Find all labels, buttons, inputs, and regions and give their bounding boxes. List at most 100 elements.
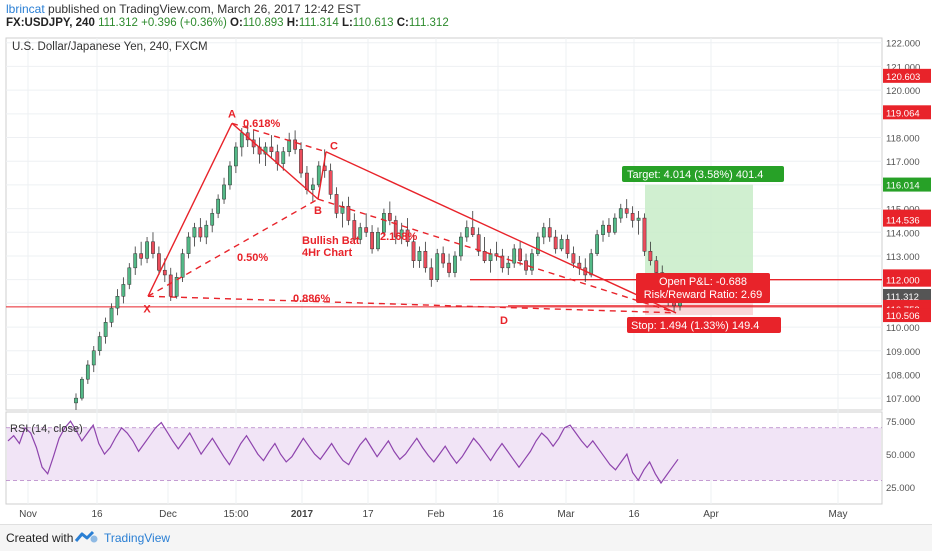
rsi-panel	[6, 420, 882, 485]
price-tag	[883, 68, 931, 83]
candle-body	[506, 262, 511, 269]
price-tag-label: 114.536	[886, 216, 920, 227]
rsi-tick-label: 25.000	[886, 483, 915, 494]
ratio-ac-label: 0.618%	[243, 118, 281, 130]
author-link[interactable]: lbrincat	[6, 2, 45, 16]
candle-body	[216, 198, 220, 214]
ac-ratio-line	[231, 122, 327, 153]
candle-body	[334, 194, 339, 214]
candle-body	[228, 165, 232, 186]
candle-body	[488, 253, 493, 261]
stop-box	[627, 317, 781, 333]
tradingview-link[interactable]: TradingView	[104, 531, 171, 545]
candle-body	[376, 232, 380, 250]
published-text: published on TradingView.com, March 26, …	[48, 2, 361, 16]
price-tag	[883, 177, 931, 192]
point-a-label: A	[228, 108, 236, 120]
rsi-title: RSI (14, close)	[10, 423, 83, 435]
candle-body	[115, 296, 120, 309]
candle-body	[541, 227, 546, 238]
price-tag	[883, 212, 931, 227]
candle-body	[512, 248, 517, 264]
candle-body	[382, 213, 386, 233]
candle-body	[293, 139, 297, 150]
price-tick-label: 108.000	[886, 370, 920, 381]
candle-body	[234, 146, 238, 167]
candle-body	[482, 250, 487, 261]
stop-label: Stop: 1.494 (1.33%) 149.4	[631, 320, 759, 332]
axes: 122.000121.000120.000119.000118.000117.0…	[19, 39, 931, 520]
price-tag-label: 120.603	[886, 72, 920, 83]
close-label: C:	[396, 17, 409, 29]
candle-body	[145, 241, 149, 259]
candle-body	[269, 146, 274, 152]
risk-reward-label: Risk/Reward Ratio: 2.69	[644, 289, 763, 301]
footer: Created with TradingView	[0, 524, 932, 551]
bd-ratio-line	[317, 198, 677, 314]
candle-body	[648, 250, 653, 261]
time-tick-label: 15:00	[223, 509, 248, 520]
chart-area[interactable]: X A B C D 0.618% 0.50% 2.168% 0.886% Bullish Bat4…	[0, 34, 932, 524]
high-value: 111.314	[298, 17, 339, 29]
candle-body	[435, 253, 440, 280]
chart-title: U.S. Dollar/Japanese Yen, 240, FXCM	[12, 41, 208, 53]
candle-body	[204, 224, 209, 238]
candle-body	[547, 227, 552, 238]
candle-body	[346, 205, 351, 221]
ab-leg	[231, 122, 319, 200]
candle-body	[429, 267, 434, 280]
candle-body	[186, 236, 191, 254]
candle-body	[636, 217, 641, 221]
candle-body	[162, 269, 167, 276]
candle-body	[524, 260, 528, 271]
price-tick-label: 122.000	[886, 39, 920, 50]
time-tick-label: Feb	[427, 509, 445, 520]
pattern-subtitle-label: 4Hr Chart	[302, 247, 352, 259]
close-value: 111.312	[408, 17, 449, 29]
xd-ratio-line	[147, 295, 677, 314]
publish-line: lbrincat published on TradingView.com, M…	[6, 2, 361, 16]
candle-body	[453, 255, 457, 273]
price-tick-label: 114.000	[886, 228, 920, 239]
candle-body	[328, 170, 333, 195]
price-tick-label: 121.000	[886, 62, 920, 73]
point-x-label: X	[143, 303, 151, 315]
time-tick-label: May	[829, 509, 848, 520]
rsi-tick-label: 50.000	[886, 450, 915, 461]
candle-body	[109, 307, 114, 323]
time-tick-label: Mar	[557, 509, 575, 520]
candle-body	[553, 236, 558, 250]
candle-body	[417, 250, 422, 261]
time-tick-label: 16	[492, 509, 504, 520]
high-label: H:	[286, 17, 299, 29]
candle-body	[121, 284, 126, 297]
pattern-name-label: Bullish Bat	[302, 235, 360, 247]
target-box	[622, 166, 784, 182]
rsi-line	[7, 420, 679, 485]
candle-body	[287, 139, 292, 152]
price-tag-label: 119.064	[886, 108, 920, 119]
candle-body	[85, 364, 90, 380]
candle-body	[192, 227, 197, 238]
harmonic-pattern: X A B C D 0.618% 0.50% 2.168% 0.886% Bullish Bat4…	[143, 108, 784, 333]
price-tick-label: 120.000	[886, 86, 920, 97]
cd-leg	[325, 151, 677, 314]
symbol-label: FX:USDJPY, 240	[6, 17, 95, 29]
candle-body	[358, 227, 363, 240]
candle-body	[518, 248, 522, 261]
candle-body	[139, 253, 144, 259]
candle-body	[316, 165, 321, 186]
candle-body	[624, 208, 629, 214]
created-with-label: Created with	[6, 531, 74, 545]
candle-body	[352, 220, 357, 240]
candle-body	[174, 277, 179, 297]
chart-header: lbrincat published on TradingView.com, M…	[0, 0, 932, 34]
time-tick-label: Nov	[19, 509, 37, 520]
point-c-label: C	[330, 141, 338, 153]
price-change: +0.396 (+0.36%)	[141, 17, 227, 29]
candle-body	[411, 241, 416, 261]
candle-body	[607, 224, 611, 233]
price-tag	[883, 308, 931, 323]
low-value: 110.613	[352, 17, 394, 29]
candle-body	[530, 253, 534, 271]
